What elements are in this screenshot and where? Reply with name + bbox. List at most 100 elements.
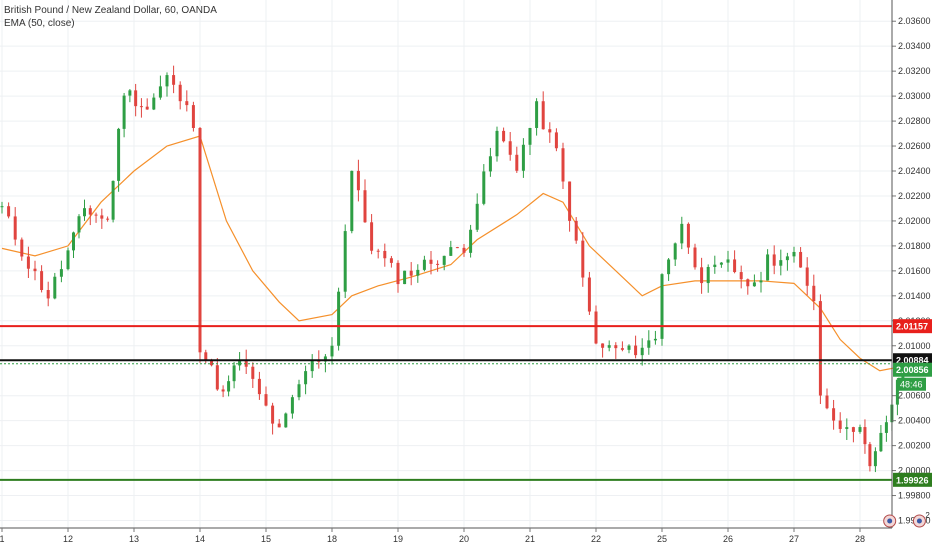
- candle-body: [779, 260, 783, 266]
- candle-body: [165, 75, 169, 87]
- candle-body: [863, 427, 867, 445]
- candle-body: [739, 272, 743, 280]
- candle-down: [634, 335, 638, 359]
- candle-body: [488, 156, 492, 172]
- candle-down: [568, 181, 572, 232]
- candle-body: [370, 222, 374, 251]
- candle-body: [469, 229, 473, 253]
- candle-body: [422, 259, 426, 270]
- candle-down: [88, 205, 92, 226]
- candle-body: [221, 389, 225, 392]
- candle-body: [323, 356, 327, 362]
- candle-body: [72, 232, 75, 251]
- candle-down: [33, 260, 37, 281]
- candle-down: [257, 371, 261, 400]
- candle-body: [568, 181, 572, 221]
- candle-body: [343, 231, 347, 292]
- candle-up: [227, 375, 231, 397]
- candle-down: [838, 412, 842, 433]
- candle-body: [20, 239, 24, 257]
- candle-up: [627, 344, 631, 354]
- horizontal-levels[interactable]: [0, 325, 892, 481]
- candle-body: [620, 348, 624, 350]
- candle-body: [53, 276, 57, 299]
- candle-body: [482, 171, 486, 204]
- candle-body: [832, 408, 836, 421]
- candle-body: [356, 170, 360, 191]
- event-flag-dot: [916, 518, 922, 524]
- candle-up: [719, 262, 723, 268]
- candle-up: [607, 340, 611, 352]
- candle-body: [403, 270, 407, 285]
- time-axis[interactable]: 1 12 13 14 15 18 19 20 21 22 25 26 27 28: [0, 527, 892, 544]
- candle-up: [304, 365, 308, 395]
- ema-line: [1, 135, 900, 372]
- candle-up: [495, 126, 499, 162]
- candle-up: [673, 242, 677, 266]
- candle-body: [376, 250, 380, 252]
- candle-body: [232, 365, 236, 382]
- candle-down: [700, 257, 704, 294]
- candle-up: [77, 214, 81, 239]
- event-icons[interactable]: 242: [883, 511, 932, 528]
- candle-up: [422, 255, 426, 272]
- candle-down: [805, 257, 809, 296]
- candle-body: [106, 218, 110, 220]
- support-green-label-bg: [893, 472, 932, 487]
- candle-body: [244, 360, 248, 367]
- candle-body: [462, 247, 466, 253]
- current-price-label-bg: [893, 362, 932, 377]
- candle-down: [409, 262, 413, 286]
- price-tick-label: 2.02200: [898, 191, 931, 201]
- candle-body: [587, 277, 591, 312]
- price-tick-label: 2.03000: [898, 91, 931, 101]
- candle-body: [535, 101, 539, 128]
- candle-up: [117, 127, 121, 192]
- candle-body: [172, 75, 176, 85]
- candle-body: [627, 345, 631, 350]
- candle-down: [221, 385, 225, 398]
- candle-down: [100, 208, 104, 229]
- time-tick-label: 15: [261, 534, 271, 544]
- candle-body: [145, 106, 149, 110]
- candle-body: [574, 220, 578, 241]
- candle-down: [574, 217, 578, 244]
- candle-up: [59, 260, 63, 283]
- price-tick-label: 2.03200: [898, 66, 931, 76]
- candle-up: [343, 224, 347, 299]
- candle-body: [178, 84, 182, 102]
- candle-down: [825, 388, 829, 410]
- candle-up: [350, 170, 354, 234]
- time-tick-label: 1: [0, 534, 5, 544]
- candle-down: [271, 402, 275, 435]
- candle-down: [185, 90, 189, 112]
- candle-up: [895, 377, 899, 416]
- candle-body: [363, 190, 367, 223]
- candle-body: [508, 141, 512, 155]
- candle-body: [297, 384, 301, 398]
- candle-body: [158, 86, 162, 98]
- candle-body: [528, 127, 532, 145]
- candle-up: [442, 255, 446, 271]
- candle-up: [535, 98, 539, 136]
- candle-down: [581, 232, 585, 287]
- candle-body: [554, 132, 558, 149]
- time-tick-label: 12: [63, 534, 73, 544]
- candle-body: [884, 422, 888, 433]
- candle-body: [442, 255, 446, 265]
- candle-body: [746, 279, 750, 287]
- candle-up: [469, 224, 473, 258]
- candle-body: [772, 254, 776, 266]
- candle-up: [403, 270, 407, 285]
- candle-body: [838, 420, 842, 429]
- candle-body: [429, 259, 433, 264]
- candle-body: [825, 395, 829, 409]
- price-axis[interactable]: 2.03600 2.03400 2.03200 2.03000 2.02800 2.026…: [891, 0, 932, 528]
- candle-up: [647, 330, 651, 355]
- candle-body: [271, 405, 275, 424]
- candle-down: [198, 126, 202, 363]
- candle-down: [686, 222, 690, 254]
